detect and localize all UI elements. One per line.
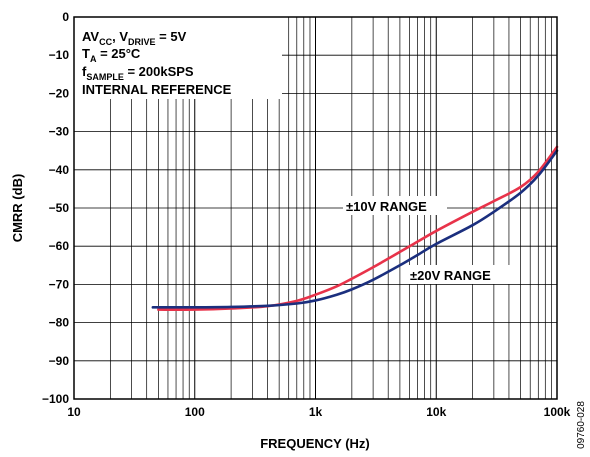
y-axis-title: CMRR (dB) — [10, 174, 25, 243]
y-tick-label: −40 — [49, 163, 70, 177]
x-tick-label: 100 — [185, 405, 205, 419]
y-tick-labels: 0 −10 −20 −30 −40 −50 −60 −70 −80 −90 −100 — [42, 10, 69, 406]
series-label-20v: ±20V RANGE — [410, 268, 491, 283]
series-label-bg-20v — [407, 265, 513, 284]
series-label-10v: ±10V RANGE — [346, 199, 427, 214]
y-tick-label: −50 — [49, 201, 70, 215]
condition-line-2: TA = 25°C — [82, 46, 141, 64]
figure-id: 09760-028 — [576, 401, 587, 449]
series-label-bg-10v — [343, 196, 447, 215]
y-tick-label: −100 — [42, 392, 69, 406]
x-tick-label: 10k — [426, 405, 446, 419]
condition-line-4: INTERNAL REFERENCE — [82, 82, 232, 97]
condition-line-3: fSAMPLE = 200kSPS — [82, 64, 194, 82]
series-line-20v-range — [151, 149, 559, 309]
y-tick-label: 0 — [62, 10, 69, 24]
series-lines — [151, 145, 559, 311]
y-tick-label: −60 — [49, 239, 70, 253]
y-tick-label: −30 — [49, 125, 70, 139]
x-axis-title: FREQUENCY (Hz) — [260, 436, 370, 451]
conditions-box — [74, 17, 282, 99]
condition-line-1: AVCC, VDRIVE = 5V — [82, 29, 187, 47]
y-tick-label: −20 — [49, 86, 70, 100]
x-tick-label: 1k — [309, 405, 323, 419]
x-tick-label: 100k — [544, 405, 571, 419]
series-line-10v-range — [157, 145, 559, 311]
x-tick-label: 10 — [67, 405, 81, 419]
y-tick-label: −90 — [49, 354, 70, 368]
y-tick-label: −70 — [49, 277, 70, 291]
x-tick-labels: 10 100 1k 10k 100k — [67, 405, 570, 419]
y-tick-label: −80 — [49, 316, 70, 330]
plot-frame — [73, 16, 558, 400]
y-tick-label: −10 — [49, 48, 70, 62]
